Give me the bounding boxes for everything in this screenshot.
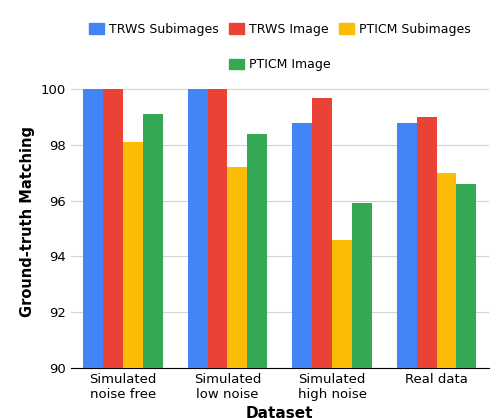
- Bar: [436, 173, 457, 418]
- Bar: [187, 89, 208, 418]
- Bar: [352, 204, 372, 418]
- Bar: [397, 122, 417, 418]
- Bar: [312, 97, 332, 418]
- Y-axis label: Ground-truth Matching: Ground-truth Matching: [20, 126, 35, 317]
- Bar: [83, 89, 103, 418]
- Bar: [417, 117, 436, 418]
- Bar: [247, 134, 267, 418]
- Bar: [332, 240, 352, 418]
- Bar: [208, 89, 227, 418]
- Bar: [143, 114, 163, 418]
- Bar: [123, 142, 143, 418]
- Legend: PTICM Image: PTICM Image: [229, 58, 331, 71]
- Bar: [292, 122, 312, 418]
- Bar: [103, 89, 123, 418]
- Bar: [457, 184, 476, 418]
- Bar: [227, 167, 247, 418]
- X-axis label: Dataset: Dataset: [246, 406, 313, 418]
